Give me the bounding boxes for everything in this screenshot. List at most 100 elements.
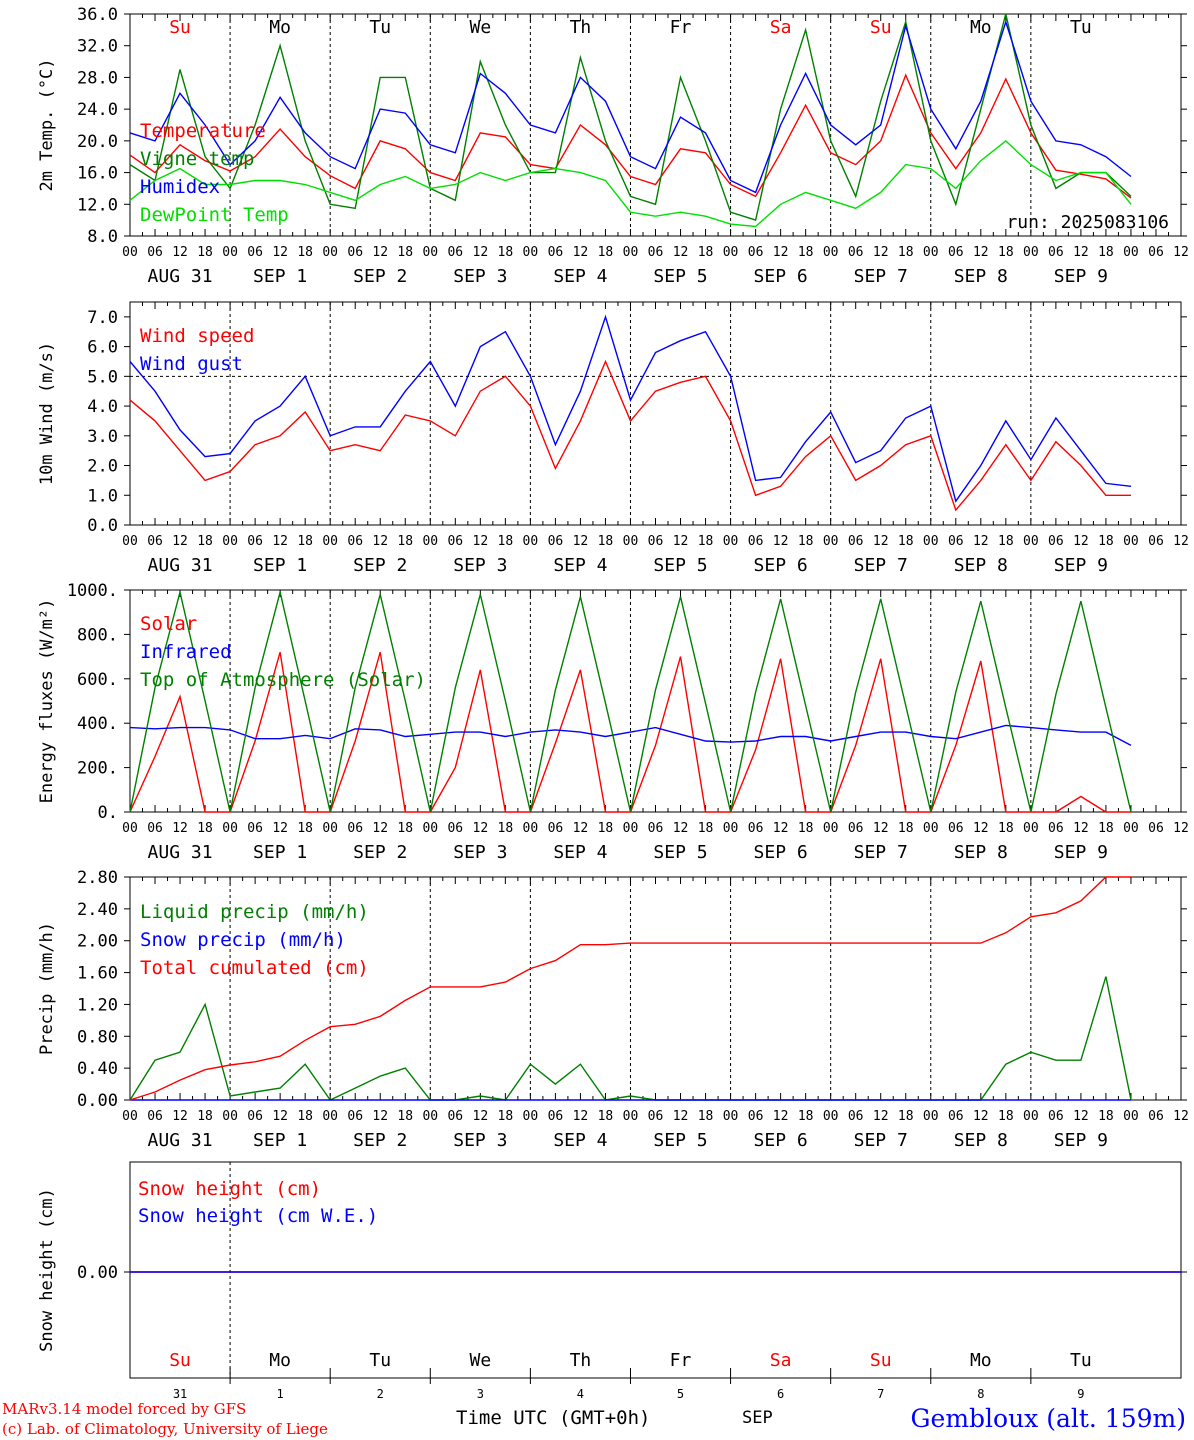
y-axis-label: Snow height (cm) [37, 1188, 57, 1352]
hour-label: 12 [573, 534, 589, 549]
y-tick-label: 1000. [67, 581, 118, 601]
day-label: SEP 7 [854, 555, 908, 576]
day-label: AUG 31 [148, 555, 213, 576]
hour-label: 12 [473, 245, 489, 260]
hour-label: 12 [773, 1109, 789, 1124]
hour-label: 00 [122, 1109, 138, 1124]
hour-label: 12 [1173, 821, 1189, 836]
hour-label: 18 [297, 821, 313, 836]
hour-label: 00 [222, 534, 238, 549]
day-number: 3 [477, 1387, 484, 1401]
hour-label: 00 [623, 821, 639, 836]
y-axis-label: Energy fluxes (W/m²) [37, 599, 57, 804]
day-label: SEP 5 [653, 842, 707, 863]
hour-label: 00 [523, 245, 539, 260]
hour-label: 18 [798, 534, 814, 549]
hour-label: 06 [948, 245, 964, 260]
weekday-label: Mo [269, 1350, 291, 1371]
lab-credit: (c) Lab. of Climatology, University of L… [2, 1420, 328, 1438]
hour-label: 06 [548, 1109, 564, 1124]
y-tick-label: 6.0 [87, 338, 118, 358]
hour-label: 00 [723, 245, 739, 260]
hour-label: 06 [548, 821, 564, 836]
hour-label: 18 [397, 821, 413, 836]
series-line-wind-speed [129, 359, 1131, 512]
hour-label: 00 [322, 1109, 338, 1124]
hour-label: 00 [122, 245, 138, 260]
y-tick-label: 2.00 [77, 932, 118, 952]
hour-label: 06 [147, 821, 163, 836]
hour-label: 12 [673, 821, 689, 836]
hour-label: 06 [748, 1109, 764, 1124]
weekday-label: Th [570, 17, 592, 38]
weekday-label: Su [169, 17, 191, 38]
weekday-label: Fr [670, 1350, 692, 1371]
day-label: SEP 3 [453, 266, 507, 287]
day-label: AUG 31 [148, 266, 213, 287]
y-tick-label: 12.0 [77, 195, 118, 215]
hour-label: 00 [422, 1109, 438, 1124]
hour-label: 00 [1023, 245, 1039, 260]
hour-label: 00 [723, 1109, 739, 1124]
legend-entry: Wind speed [140, 325, 254, 347]
day-label: SEP 8 [954, 842, 1008, 863]
y-axis-label: 2m Temp. (°C) [37, 58, 57, 191]
day-label: SEP 7 [854, 266, 908, 287]
hour-label: 00 [623, 534, 639, 549]
y-tick-label: 2.0 [87, 457, 118, 477]
hour-label: 18 [297, 245, 313, 260]
weekday-label: Su [169, 1350, 191, 1371]
day-label: SEP 1 [253, 842, 307, 863]
day-label: SEP 6 [754, 1130, 808, 1151]
day-label: SEP 5 [653, 1130, 707, 1151]
hour-label: 12 [673, 534, 689, 549]
hour-label: 18 [898, 245, 914, 260]
location-label: Gembloux (alt. 159m) [910, 1404, 1186, 1433]
hour-label: 18 [798, 245, 814, 260]
day-number: 7 [877, 1387, 884, 1401]
hour-label: 06 [347, 245, 363, 260]
hour-label: 00 [222, 245, 238, 260]
hour-label: 18 [698, 245, 714, 260]
hour-label: 06 [948, 534, 964, 549]
hour-label: 00 [1023, 1109, 1039, 1124]
day-label: SEP 9 [1054, 266, 1108, 287]
hour-label: 06 [247, 1109, 263, 1124]
hour-label: 06 [147, 534, 163, 549]
legend-entry: Snow precip (mm/h) [140, 929, 346, 951]
hour-label: 00 [322, 534, 338, 549]
hour-label: 06 [748, 245, 764, 260]
run-label: run: 2025083106 [1006, 212, 1169, 233]
hour-label: 06 [447, 534, 463, 549]
hour-label: 12 [873, 821, 889, 836]
hour-label: 18 [498, 1109, 514, 1124]
hour-label: 18 [197, 1109, 213, 1124]
hour-label: 00 [1023, 821, 1039, 836]
legend-entry: Snow height (cm W.E.) [138, 1205, 378, 1227]
hour-label: 12 [1173, 1109, 1189, 1124]
hour-label: 12 [573, 821, 589, 836]
day-label: AUG 31 [148, 842, 213, 863]
hour-label: 12 [172, 245, 188, 260]
hour-label: 00 [923, 245, 939, 260]
hour-label: 06 [1148, 1109, 1164, 1124]
series-line-vigne-temp [129, 13, 1132, 221]
y-tick-label: 2.40 [77, 900, 118, 920]
legend-entry: Total cumulated (cm) [140, 957, 369, 979]
weekday-label: Fr [670, 17, 692, 38]
y-tick-label: 24.0 [77, 100, 118, 120]
weekday-label: We [469, 17, 491, 38]
time-axis-label: Time UTC (GMT+0h) [456, 1407, 651, 1429]
hour-label: 12 [973, 245, 989, 260]
legend-entry: Temperature [140, 120, 266, 142]
hour-label: 12 [473, 1109, 489, 1124]
day-label: SEP 4 [553, 1130, 607, 1151]
day-label: SEP 6 [754, 266, 808, 287]
hour-label: 12 [973, 534, 989, 549]
day-label: SEP 4 [553, 555, 607, 576]
hour-label: 12 [1073, 821, 1089, 836]
day-number: 5 [677, 1387, 684, 1401]
hour-label: 00 [923, 821, 939, 836]
hour-label: 00 [723, 534, 739, 549]
weekday-label: Tu [369, 1350, 391, 1371]
